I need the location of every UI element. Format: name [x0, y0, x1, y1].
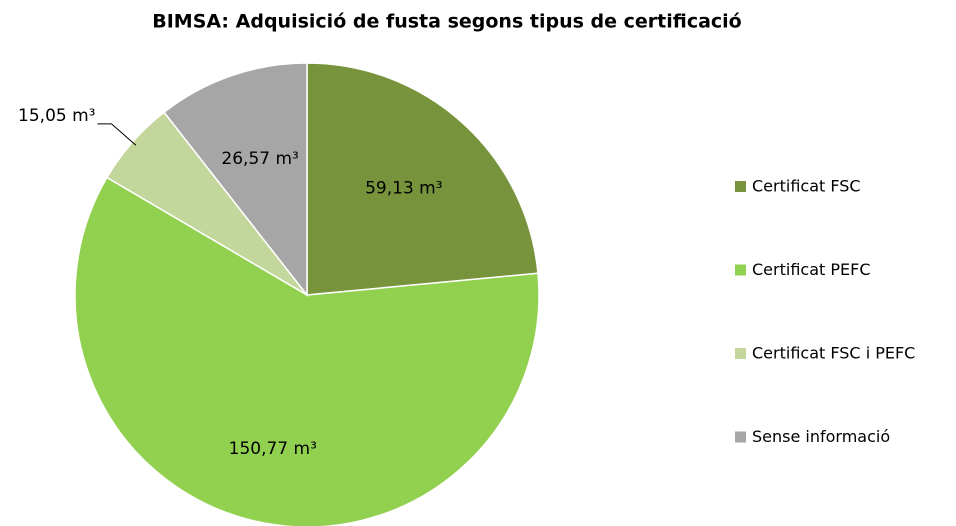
chart-title: BIMSA: Adquisició de fusta segons tipus … [152, 11, 742, 33]
pie-slice [306, 62, 539, 296]
legend-label: Certificat PEFC [752, 260, 870, 279]
legend-swatch [735, 264, 746, 276]
legend-label: Sense informació [752, 427, 890, 446]
pie-slice [163, 62, 308, 298]
data-label: 15,05 m³ [18, 106, 95, 126]
leader-line [97, 123, 137, 146]
data-label: 150,77 m³ [229, 439, 317, 459]
legend-swatch [735, 431, 746, 443]
data-label: 26,57 m³ [221, 149, 298, 169]
legend-label: Certificat FSC i PEFC [752, 344, 915, 363]
legend-label: Certificat FSC [752, 177, 861, 196]
legend-swatch [735, 181, 746, 192]
legend-swatch [735, 348, 746, 359]
data-label: 59,13 m³ [365, 179, 442, 199]
pie-slice [74, 176, 540, 526]
